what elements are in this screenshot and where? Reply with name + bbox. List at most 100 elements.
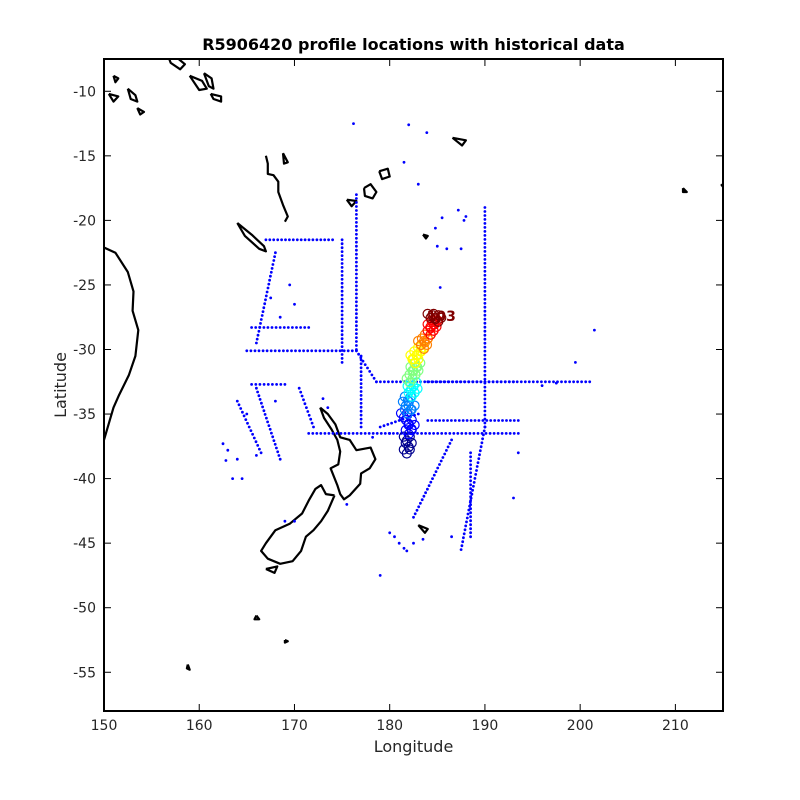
historical-point xyxy=(259,318,263,321)
historical-point xyxy=(382,424,386,428)
historical-point xyxy=(463,380,466,384)
historical-point xyxy=(251,432,255,436)
historical-point xyxy=(255,337,259,341)
historical-point xyxy=(496,432,500,435)
historical-point xyxy=(359,432,363,435)
historical-point xyxy=(425,131,429,135)
coastline-19 xyxy=(345,198,358,208)
historical-point xyxy=(263,413,267,416)
historical-point xyxy=(283,519,287,523)
coastline-3 xyxy=(265,565,279,574)
historical-point xyxy=(224,459,228,462)
historical-point xyxy=(568,380,571,384)
historical-point xyxy=(278,315,282,319)
historical-point xyxy=(330,349,334,353)
historical-point xyxy=(396,432,399,435)
historical-point xyxy=(270,326,274,329)
historical-point xyxy=(340,313,344,317)
historical-point xyxy=(483,214,487,217)
historical-point xyxy=(327,432,331,435)
historical-point xyxy=(461,540,465,544)
x-axis-label: Longitude xyxy=(374,737,454,756)
historical-point xyxy=(355,344,358,347)
historical-point xyxy=(355,193,358,197)
historical-point xyxy=(350,349,354,353)
historical-point xyxy=(435,244,439,248)
historical-point xyxy=(221,442,225,446)
historical-point xyxy=(256,444,260,447)
historical-point xyxy=(280,238,283,242)
historical-point xyxy=(311,238,315,242)
coastline-9 xyxy=(168,59,186,71)
historical-data-layer xyxy=(221,122,596,577)
historical-point xyxy=(340,242,344,246)
historical-point xyxy=(475,465,479,468)
historical-point xyxy=(340,258,344,261)
historical-point xyxy=(270,267,274,270)
historical-point xyxy=(476,432,480,435)
historical-point xyxy=(258,398,262,401)
historical-point xyxy=(469,503,472,507)
historical-point xyxy=(401,417,405,421)
coastline-25 xyxy=(281,152,289,165)
historical-point xyxy=(279,383,283,386)
historical-point xyxy=(355,252,358,256)
historical-point xyxy=(431,477,434,480)
historical-point xyxy=(305,406,308,409)
historical-point xyxy=(261,349,265,353)
historical-point xyxy=(446,419,449,422)
historical-point xyxy=(340,317,344,321)
historical-point xyxy=(359,417,363,421)
historical-point xyxy=(483,293,487,297)
historical-point xyxy=(501,419,504,422)
coastline-21 xyxy=(185,664,191,671)
historical-point xyxy=(417,505,421,509)
historical-point xyxy=(442,419,445,422)
historical-point xyxy=(483,301,487,305)
historical-point xyxy=(244,418,248,421)
historical-point xyxy=(479,380,483,384)
historical-point xyxy=(268,278,271,282)
historical-point xyxy=(240,477,244,480)
historical-point xyxy=(434,226,437,230)
historical-point xyxy=(295,238,299,242)
historical-point xyxy=(340,325,344,329)
historical-point xyxy=(588,380,592,384)
historical-point xyxy=(503,380,507,384)
historical-point xyxy=(420,498,424,502)
historical-point xyxy=(477,457,481,460)
historical-point xyxy=(266,286,270,290)
historical-point xyxy=(250,326,254,329)
historical-point xyxy=(355,260,358,264)
historical-point xyxy=(519,380,523,384)
historical-point xyxy=(469,519,472,523)
historical-point xyxy=(476,461,480,464)
historical-point xyxy=(483,361,487,365)
historical-point xyxy=(469,419,473,422)
historical-point xyxy=(412,515,415,519)
historical-point xyxy=(426,419,430,422)
historical-point xyxy=(262,306,266,310)
historical-point xyxy=(340,246,344,250)
historical-point xyxy=(265,290,269,294)
historical-point xyxy=(560,380,563,384)
historical-point xyxy=(249,349,253,353)
historical-point xyxy=(250,383,254,386)
historical-point xyxy=(355,280,358,284)
y-tick-label: -45 xyxy=(73,536,96,552)
historical-point xyxy=(272,238,276,242)
historical-point xyxy=(388,432,392,435)
historical-point xyxy=(355,332,358,335)
historical-point xyxy=(340,349,344,352)
historical-point xyxy=(323,432,327,435)
historical-point xyxy=(459,247,463,251)
historical-point xyxy=(430,419,434,422)
historical-point xyxy=(483,357,487,361)
historical-point xyxy=(266,383,270,386)
historical-point xyxy=(355,308,358,312)
historical-point xyxy=(340,238,344,242)
historical-point xyxy=(438,463,441,466)
historical-point xyxy=(355,228,358,232)
historical-point xyxy=(484,432,488,435)
historical-point xyxy=(355,296,358,300)
